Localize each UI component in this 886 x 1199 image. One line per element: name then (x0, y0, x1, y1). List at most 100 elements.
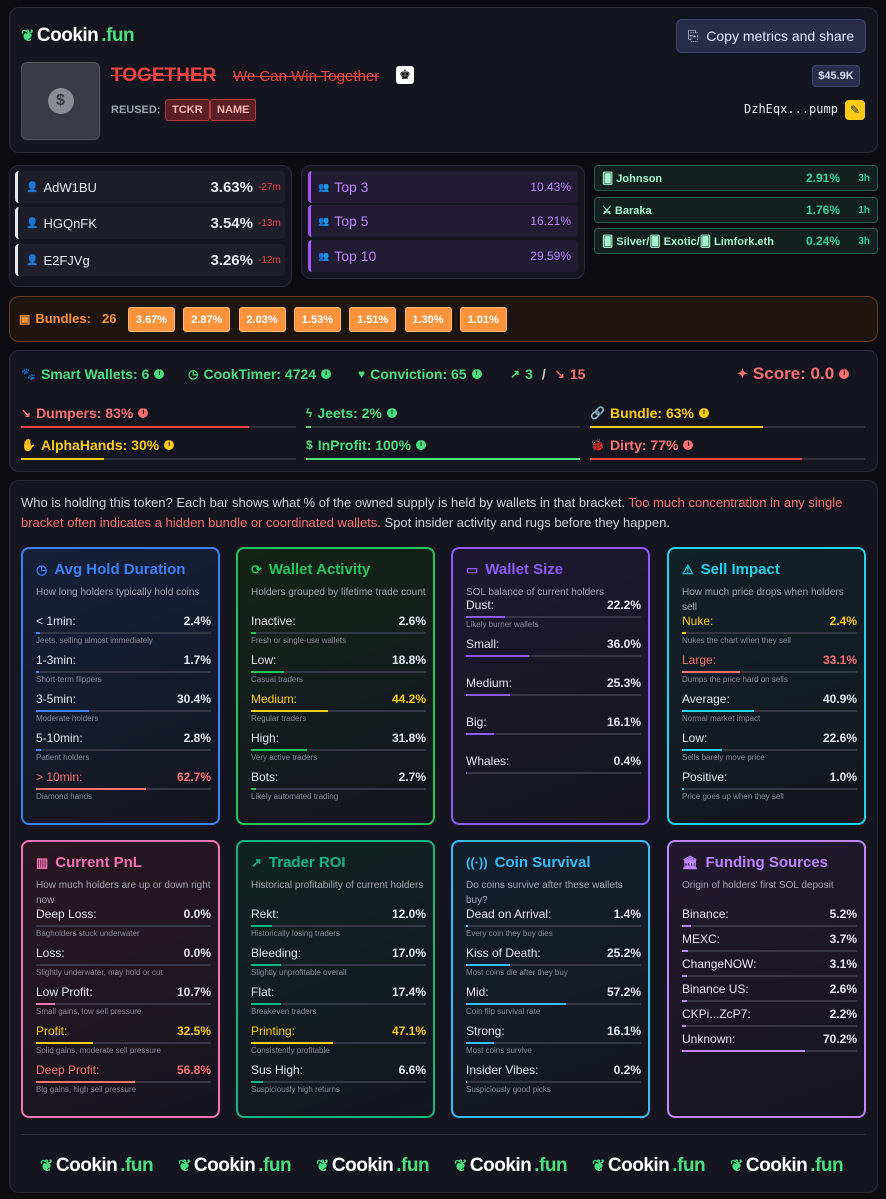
row-label: Rekt: (251, 907, 280, 921)
card-row: Positive: 1.0% (682, 770, 857, 784)
row-value: 32.5% (176, 1024, 211, 1038)
hand-icon: ✋ (21, 438, 36, 452)
stat-card: ◷ Avg Hold Duration How long holders typic… (21, 547, 220, 825)
kol-row[interactable]: 🂠 Johnson 2.91% 3h (594, 165, 878, 191)
card-description: How much holders are up or down right no… (36, 880, 211, 906)
contract-address[interactable]: DzhEqx...pump (744, 102, 838, 116)
bundle-metric: 🔗 Bundle: 63% i (590, 405, 709, 421)
row-value: 62.7% (176, 770, 211, 784)
broccoli-icon: ❦ (730, 1158, 743, 1175)
row-bar (251, 749, 426, 751)
row-label: Low: (251, 653, 277, 667)
row-label: Kiss of Death: (466, 946, 541, 960)
row-value: 0.2% (613, 1063, 641, 1077)
row-bar (682, 950, 857, 952)
broccoli-icon: ❦ (454, 1158, 467, 1175)
edit-pencil-icon[interactable]: ✎ (845, 100, 865, 120)
row-bar (466, 772, 641, 774)
stat-card: ▭ Wallet Size SOL balance of current holde… (451, 547, 650, 825)
row-value: 56.8% (176, 1063, 211, 1077)
trend-up-icon: ↗ (510, 367, 521, 381)
row-label: Unknown: (682, 1032, 736, 1046)
card-row: ChangeNOW: 3.1% (682, 957, 857, 971)
row-caption: Suspiciously good picks (466, 1085, 551, 1094)
dumpers-metric: ↘ Dumpers: 83% i (21, 405, 149, 421)
bundle-chip[interactable]: 3.67% (128, 307, 175, 332)
card-description: Historical profitability of current hold… (251, 880, 424, 891)
cooktimer-metric: ◷ CookTimer: 4724 i (188, 366, 332, 382)
row-label: Bots: (251, 770, 279, 784)
row-bar (466, 733, 641, 735)
row-caption: Regular traders (251, 714, 307, 723)
card-row: Nuke: 2.4% (682, 614, 857, 628)
card-row: < 1min: 2.4% (36, 614, 211, 628)
card-row: Sus High: 6.6% (251, 1063, 426, 1077)
kol-row[interactable]: ⚔ Baraka 1.76% 1h (594, 197, 878, 223)
score-metric: ✦ Score: 0.0 i (737, 364, 850, 384)
card-row: 3-5min: 30.4% (36, 692, 211, 706)
top5-row: 👥 Top 5 16.21% (308, 205, 578, 237)
row-bar (36, 925, 211, 927)
row-bar (36, 749, 211, 751)
copy-metrics-button[interactable]: ⎘ Copy metrics and share (676, 19, 866, 53)
row-bar (466, 1042, 641, 1044)
card-title: 🏛 Funding Sources (682, 854, 829, 871)
row-label: Nuke: (682, 614, 714, 628)
row-bar (36, 1042, 211, 1044)
bundle-chip[interactable]: 1.53% (293, 307, 341, 332)
row-label: Bleeding: (251, 946, 302, 960)
row-value: 2.4% (829, 614, 857, 628)
user-icon: 👤 (26, 254, 39, 266)
row-label: MEXC: (682, 932, 721, 946)
card-row: Unknown: 70.2% (682, 1032, 857, 1046)
top3-row: 👥 Top 3 10.43% (308, 171, 578, 203)
info-icon: i (321, 369, 332, 379)
row-caption: Most coins die after they buy (466, 968, 568, 977)
broccoli-icon: ❦ (21, 28, 34, 45)
reused-badge-name: NAME (210, 99, 257, 121)
trend-down-icon: ↘ (554, 367, 565, 381)
bundle-chip[interactable]: 1.01% (459, 307, 507, 332)
dirty-bar (590, 458, 865, 460)
holder-row[interactable]: 👤 AdW1BU 3.63% -27m (15, 171, 285, 203)
row-label: Medium: (466, 676, 513, 690)
row-value: 57.2% (606, 985, 641, 999)
bundle-chip[interactable]: 1.30% (404, 307, 452, 332)
row-bar (682, 788, 857, 790)
holder-row[interactable]: 👤 HGQnFK 3.54% -13m (15, 207, 285, 239)
clock-icon: ◷ (36, 561, 48, 577)
holder-row[interactable]: 👤 E2FJVg 3.26% -12m (15, 244, 285, 276)
jeets-bar (306, 426, 580, 428)
row-value: 0.0% (183, 907, 211, 921)
info-icon: i (386, 408, 397, 418)
top10-row: 👥 Top 10 29.59% (308, 240, 578, 272)
card-row: Mid: 57.2% (466, 985, 641, 999)
card-row: Profit: 32.5% (36, 1024, 211, 1038)
market-cap-badge: $45.9K (812, 65, 860, 87)
row-label: Large: (682, 653, 717, 667)
stat-card: ⟳ Wallet Activity Holders grouped by lifet… (236, 547, 435, 825)
bundle-chip[interactable]: 2.03% (238, 307, 286, 332)
row-bar (466, 616, 641, 618)
row-bar (36, 1003, 211, 1005)
row-label: 1-3min: (36, 653, 77, 667)
card-row: Bleeding: 17.0% (251, 946, 426, 960)
card-description: Origin of holders' first SOL deposit (682, 880, 834, 891)
card-row: Printing: 47.1% (251, 1024, 426, 1038)
card-row: Medium: 44.2% (251, 692, 426, 706)
kol-row[interactable]: 🂠 Silver/🂠 Exotic/🂠 Limfork.eth 0.24% 3h (594, 228, 878, 254)
row-value: 33.1% (822, 653, 857, 667)
bundle-chip[interactable]: 2.87% (183, 307, 231, 332)
box-icon: ▣ (19, 311, 31, 326)
card-row: Big: 16.1% (466, 715, 641, 729)
row-caption: Suspiciously high returns (251, 1085, 340, 1094)
row-label: Deep Loss: (36, 907, 97, 921)
row-label: Average: (682, 692, 730, 706)
row-value: 0.0% (183, 946, 211, 960)
row-value: 70.2% (822, 1032, 857, 1046)
row-label: Low Profit: (36, 985, 93, 999)
row-bar (466, 925, 641, 927)
warning-icon: ⚠ (682, 561, 694, 577)
bundle-chip[interactable]: 1.51% (349, 307, 397, 332)
